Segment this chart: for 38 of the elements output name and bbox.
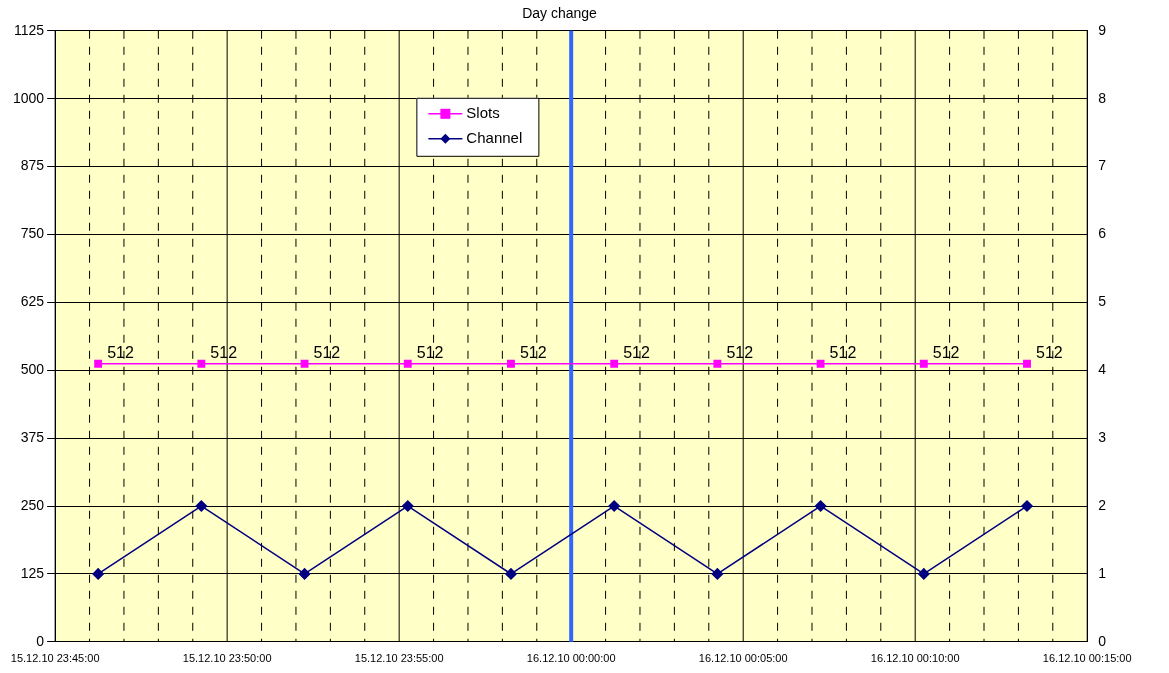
data-label: 512: [107, 344, 134, 362]
y2-tick-label: 7: [1098, 157, 1107, 174]
y-tick-label: 0: [36, 632, 45, 649]
y2-tick-label: 8: [1098, 89, 1107, 106]
y2-tick-label: 1: [1098, 564, 1107, 581]
x-tick-label: 16.12.10 00:10:00: [870, 652, 960, 665]
x-tick-label: 16.12.10 00:05:00: [698, 652, 788, 665]
y-tick-label: 125: [20, 564, 45, 581]
data-label: 512: [519, 344, 547, 362]
y-tick-label: 500: [20, 361, 45, 378]
y2-tick-label: 6: [1098, 225, 1107, 242]
x-tick-label: 16.12.10 00:00:00: [526, 652, 616, 665]
data-label: 512: [829, 344, 857, 362]
y-tick-label: 375: [20, 428, 45, 445]
x-tick-label: 16.12.10 00:15:00: [1042, 652, 1132, 665]
y2-tick-label: 0: [1098, 632, 1107, 649]
y2-tick-label: 3: [1098, 428, 1107, 445]
y-tick-label: 1125: [14, 21, 45, 38]
y-tick-label: 1000: [12, 89, 45, 106]
data-label: 512: [416, 344, 444, 362]
chart-title: Day change: [522, 5, 598, 22]
data-label: 512: [1036, 344, 1063, 362]
y2-tick-label: 2: [1098, 496, 1107, 513]
y-tick-label: 875: [20, 157, 45, 174]
y-tick-label: 250: [20, 496, 45, 513]
x-tick-label: 15.12.10 23:55:00: [354, 652, 444, 665]
data-label: 512: [313, 344, 341, 362]
legend-label: Channel: [466, 128, 523, 146]
y2-tick-label: 5: [1098, 293, 1107, 310]
data-label: 512: [623, 344, 650, 362]
y-tick-label: 625: [20, 293, 45, 310]
legend-label: Slots: [466, 103, 500, 121]
y2-tick-label: 9: [1098, 21, 1107, 38]
x-tick-label: 15.12.10 23:50:00: [182, 652, 272, 665]
y-tick-label: 750: [20, 225, 45, 242]
x-tick-label: 15.12.10 23:45:00: [10, 652, 100, 665]
y2-tick-label: 4: [1098, 361, 1107, 378]
data-label: 512: [932, 344, 960, 362]
